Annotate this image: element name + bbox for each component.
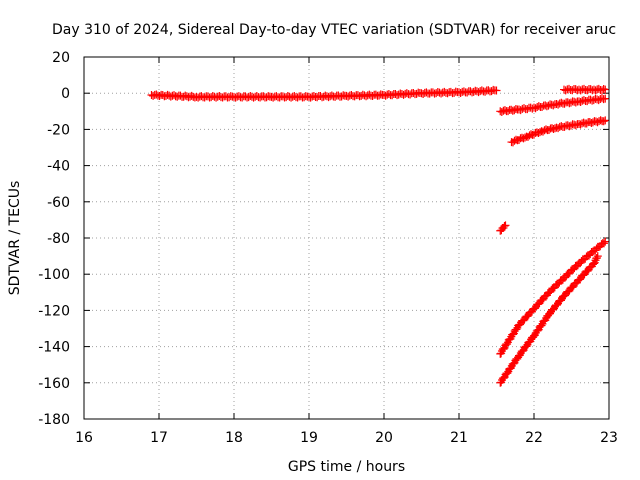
x-tick-label: 16 — [75, 430, 93, 446]
data-point — [518, 347, 527, 356]
data-point — [533, 326, 542, 335]
data-point — [599, 117, 608, 126]
y-tick-label: -60 — [47, 195, 70, 211]
data-point — [503, 339, 512, 348]
data-point — [594, 96, 603, 105]
data-point — [593, 252, 602, 261]
data-point — [503, 369, 512, 378]
axis-ticks: 16 17 18 19 20 21 22 23 20 0 -20 -40 -60 -80 -100 -120 -… — [38, 50, 618, 446]
series-track-main — [147, 85, 501, 102]
data-point — [576, 97, 585, 106]
data-point — [601, 94, 610, 103]
y-tick-label: 0 — [61, 86, 70, 102]
grid — [84, 57, 609, 419]
data-point — [544, 311, 553, 320]
series-track-descend-1 — [496, 237, 610, 358]
series-track-descend-2 — [496, 252, 602, 387]
series-track-short — [496, 221, 510, 235]
data-point — [600, 239, 608, 248]
data-point — [549, 305, 557, 314]
data-point — [499, 374, 508, 383]
x-tick-label: 19 — [300, 430, 318, 446]
data-points — [147, 84, 610, 387]
x-tick-label: 20 — [375, 430, 393, 446]
y-tick-label: -140 — [38, 340, 70, 356]
data-point — [553, 301, 561, 310]
data-point — [501, 221, 510, 230]
series-track-late-1 — [560, 84, 610, 95]
data-point — [601, 116, 610, 125]
y-tick-label: -20 — [47, 122, 70, 138]
data-point — [593, 253, 601, 262]
data-point — [509, 330, 518, 339]
data-point — [509, 359, 518, 368]
data-point — [522, 342, 531, 351]
y-tick-label: -80 — [47, 231, 70, 247]
y-tick-label: -40 — [47, 159, 70, 175]
data-point — [492, 86, 501, 95]
series-track-late-3 — [507, 116, 610, 147]
y-axis-label: SDTVAR / TECUs — [7, 181, 23, 296]
x-tick-label: 17 — [150, 430, 168, 446]
data-point — [537, 321, 546, 330]
y-tick-label: 20 — [52, 50, 70, 66]
series-track-late-2 — [496, 94, 610, 116]
x-tick-label: 21 — [450, 430, 468, 446]
data-point — [500, 222, 509, 231]
x-tick-label: 23 — [600, 430, 618, 446]
x-axis-label: GPS time / hours — [288, 459, 405, 475]
y-tick-label: -100 — [38, 267, 70, 283]
data-point — [601, 85, 610, 94]
data-point — [588, 260, 597, 269]
y-tick-label: -160 — [38, 376, 70, 392]
data-point — [512, 325, 521, 334]
chart-title: Day 310 of 2024, Sidereal Day-to-day VTE… — [52, 22, 616, 38]
y-tick-label: -180 — [38, 412, 70, 428]
plot-frame — [83, 56, 610, 420]
data-point — [516, 106, 525, 115]
x-tick-label: 18 — [225, 430, 243, 446]
data-point — [601, 237, 610, 246]
data-point — [499, 344, 508, 353]
y-tick-label: -120 — [38, 303, 70, 319]
x-tick-label: 22 — [525, 430, 543, 446]
